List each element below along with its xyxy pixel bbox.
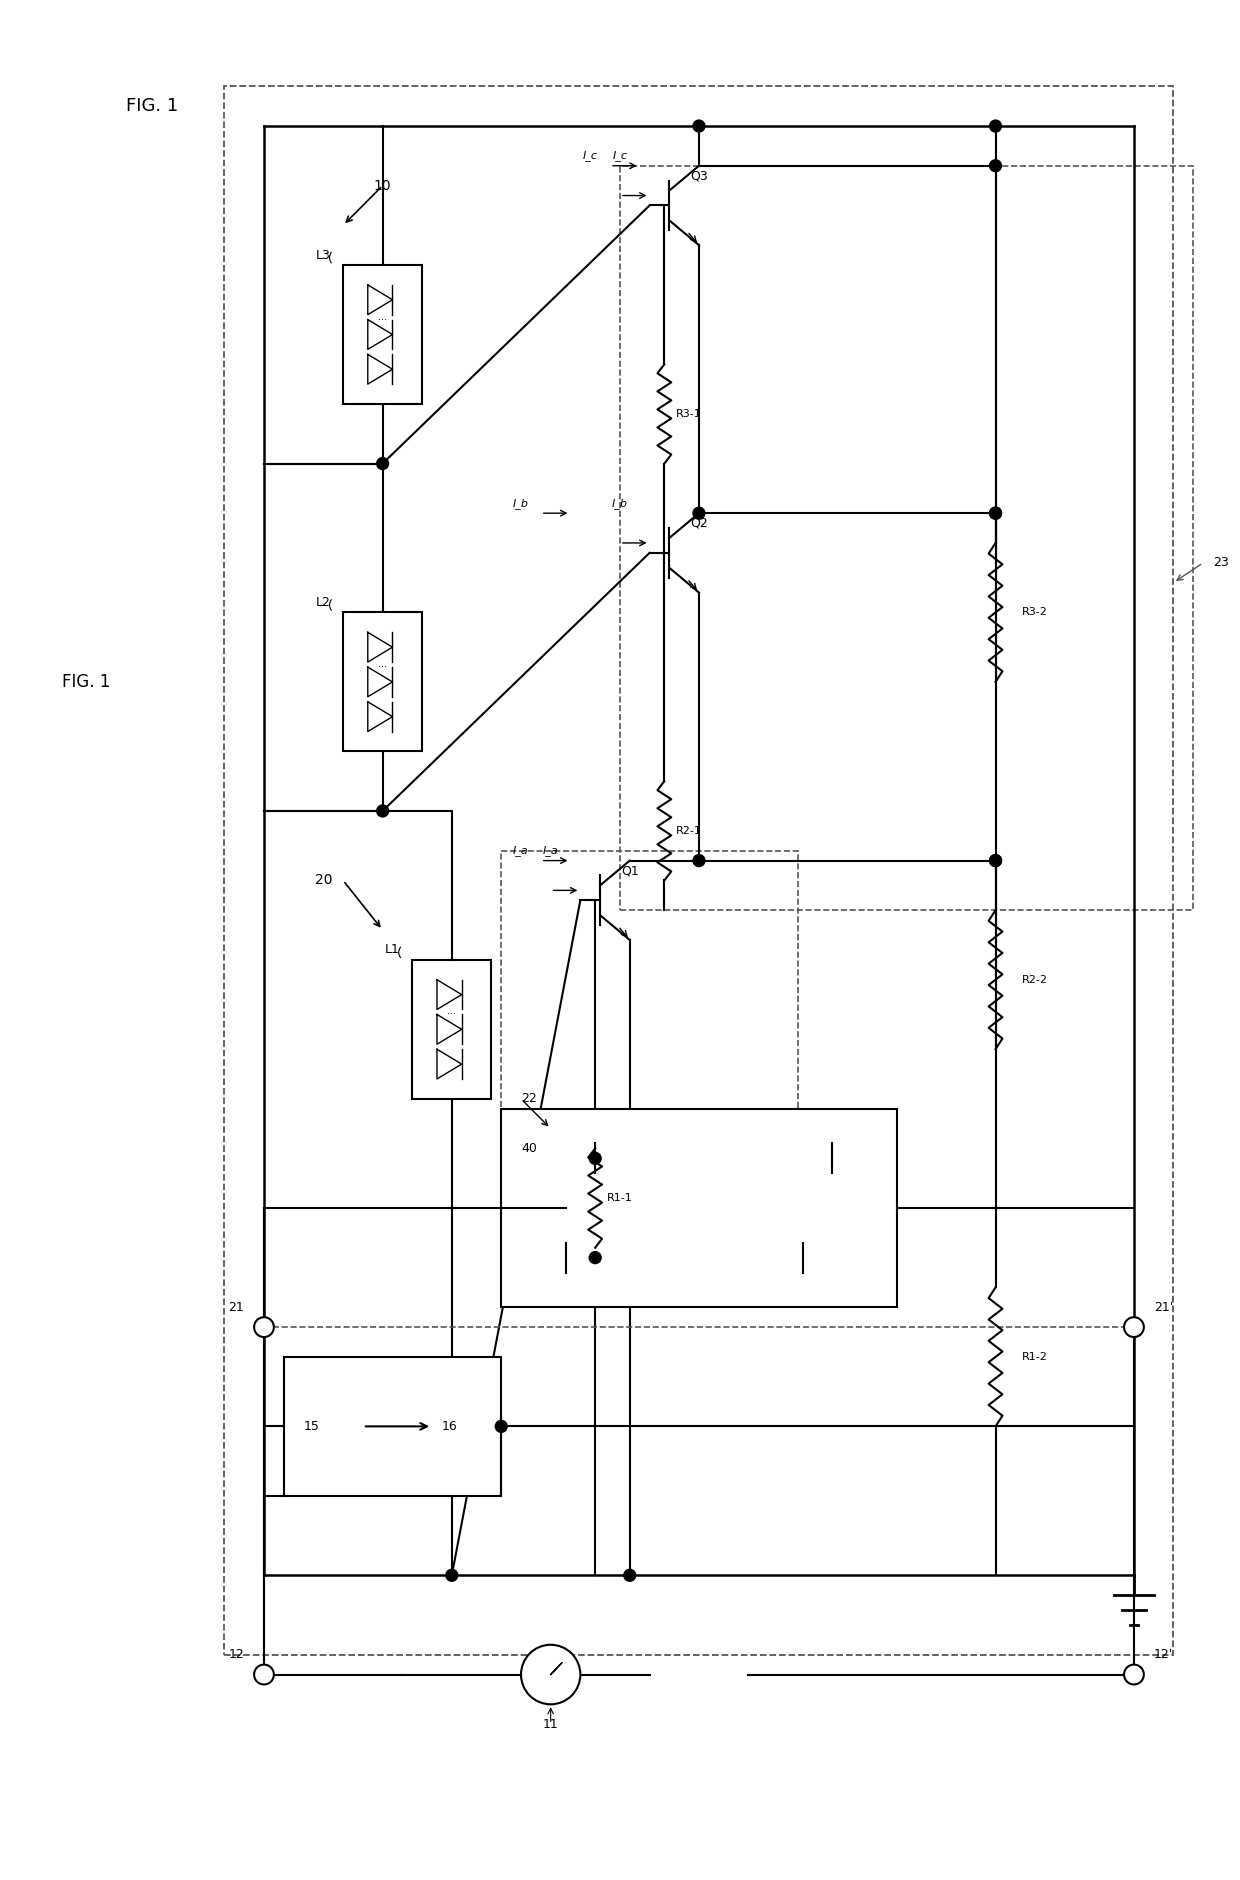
Circle shape — [990, 508, 1002, 519]
Text: 16: 16 — [441, 1419, 458, 1433]
Text: R3-2: R3-2 — [1022, 607, 1048, 617]
Circle shape — [990, 120, 1002, 132]
Text: Q3: Q3 — [691, 169, 708, 182]
Circle shape — [1123, 1318, 1143, 1337]
Polygon shape — [565, 1143, 595, 1173]
Circle shape — [693, 508, 704, 519]
Circle shape — [990, 508, 1002, 519]
Text: 21': 21' — [1153, 1301, 1173, 1314]
Text: R3-1: R3-1 — [676, 410, 702, 419]
Text: I_b: I_b — [611, 498, 627, 509]
FancyBboxPatch shape — [343, 613, 422, 752]
Polygon shape — [565, 1243, 595, 1273]
Text: 10: 10 — [373, 179, 392, 192]
Circle shape — [589, 1152, 601, 1164]
Text: I_b: I_b — [513, 498, 529, 509]
Text: 40: 40 — [521, 1141, 537, 1154]
Text: L3: L3 — [316, 248, 331, 261]
Text: 23: 23 — [1213, 556, 1229, 570]
Circle shape — [990, 160, 1002, 171]
FancyBboxPatch shape — [284, 1357, 501, 1496]
Circle shape — [990, 855, 1002, 867]
Text: Q2: Q2 — [691, 517, 708, 530]
Polygon shape — [802, 1143, 832, 1173]
Text: 20: 20 — [315, 874, 332, 887]
Text: I_c: I_c — [613, 150, 627, 162]
Circle shape — [254, 1318, 274, 1337]
Circle shape — [377, 457, 388, 470]
Circle shape — [377, 805, 388, 818]
Circle shape — [693, 120, 704, 132]
FancyBboxPatch shape — [412, 961, 491, 1098]
FancyBboxPatch shape — [343, 265, 422, 404]
Text: ...: ... — [448, 1006, 456, 1017]
Text: 12: 12 — [228, 1649, 244, 1662]
Circle shape — [1123, 1664, 1143, 1684]
Text: R2-2: R2-2 — [1022, 974, 1048, 985]
FancyBboxPatch shape — [501, 1109, 897, 1307]
Text: FIG. 1: FIG. 1 — [125, 98, 177, 115]
Text: 11: 11 — [543, 1718, 558, 1731]
Circle shape — [446, 1570, 458, 1581]
Text: 15: 15 — [304, 1419, 320, 1433]
Text: 21: 21 — [228, 1301, 244, 1314]
Text: FIG. 1: FIG. 1 — [62, 673, 110, 692]
Text: I_c: I_c — [583, 150, 598, 162]
Circle shape — [254, 1664, 274, 1684]
Text: R2-1: R2-1 — [676, 825, 702, 837]
Text: R1-1: R1-1 — [608, 1194, 632, 1203]
Text: 12': 12' — [1153, 1649, 1173, 1662]
Text: ...: ... — [378, 660, 387, 669]
Text: 22: 22 — [521, 1092, 537, 1105]
Circle shape — [990, 855, 1002, 867]
Circle shape — [589, 1252, 601, 1263]
Circle shape — [521, 1645, 580, 1705]
Text: I_a: I_a — [543, 846, 558, 855]
Text: L2: L2 — [316, 596, 331, 609]
Circle shape — [495, 1421, 507, 1433]
Text: ...: ... — [378, 312, 387, 321]
Circle shape — [693, 855, 704, 867]
Text: Q1: Q1 — [621, 865, 639, 876]
Polygon shape — [802, 1243, 832, 1273]
Text: R1-2: R1-2 — [1022, 1352, 1048, 1361]
Circle shape — [624, 1570, 636, 1581]
Text: I_a: I_a — [513, 846, 529, 855]
Text: L1: L1 — [386, 944, 401, 957]
